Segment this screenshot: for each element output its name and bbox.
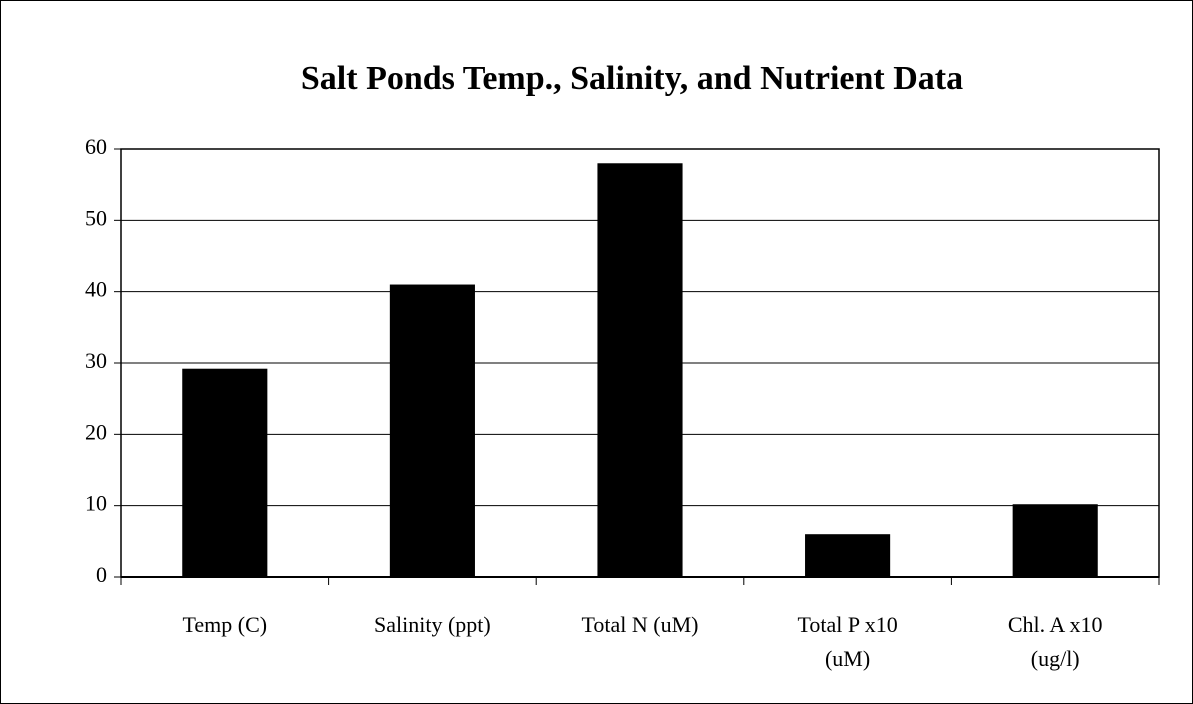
x-tick-label: Chl. A x10 (ug/l): [1008, 612, 1103, 671]
y-tick-label: 60: [85, 134, 107, 159]
y-tick-label: 50: [85, 205, 107, 230]
y-tick-label: 0: [96, 562, 107, 587]
bar: [182, 368, 268, 577]
x-tick-label: Total N (uM): [582, 612, 699, 637]
bar: [805, 534, 891, 577]
x-tick-label: Temp (C): [182, 612, 267, 637]
x-tick-label: Total P x10 (uM): [797, 612, 897, 671]
y-tick-label: 10: [85, 491, 107, 516]
bar: [389, 284, 475, 577]
chart-title: Salt Ponds Temp., Salinity, and Nutrient…: [301, 60, 963, 97]
bar: [1012, 504, 1098, 577]
bar: [597, 163, 683, 577]
y-tick-label: 20: [85, 419, 107, 444]
y-tick-label: 40: [85, 277, 107, 302]
y-tick-label: 30: [85, 348, 107, 373]
x-tick-label: Salinity (ppt): [374, 612, 491, 637]
